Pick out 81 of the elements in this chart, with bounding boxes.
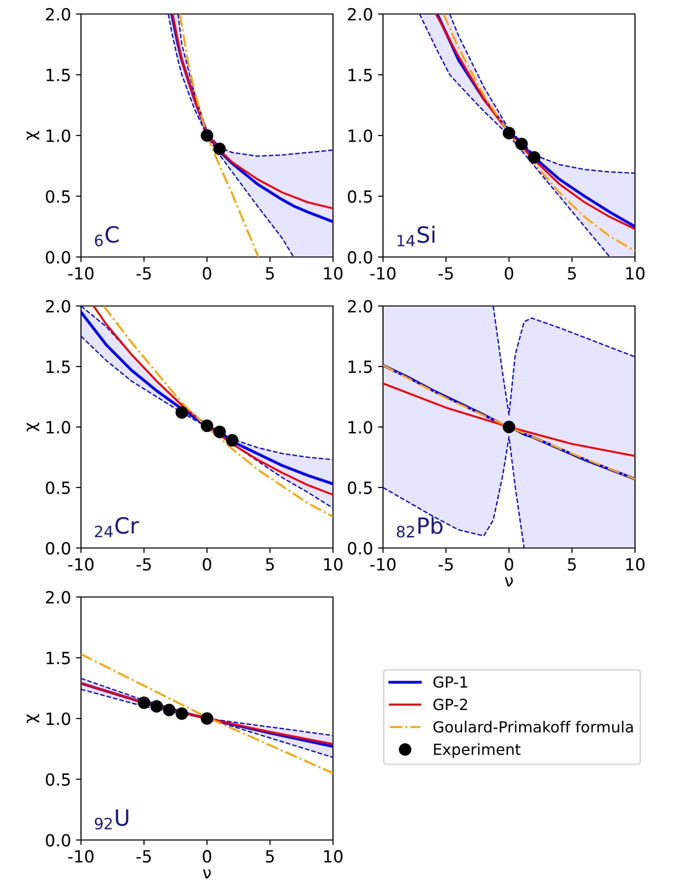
y-tick-label: 2.0 bbox=[46, 300, 70, 313]
line-series bbox=[81, 653, 333, 774]
point bbox=[226, 434, 238, 447]
y-tick-label: 0.0 bbox=[348, 542, 372, 555]
legend-label: Experiment bbox=[434, 743, 521, 758]
x-tick-label: -10 bbox=[68, 267, 94, 280]
point bbox=[213, 426, 226, 438]
y-tick-label: 0.5 bbox=[348, 481, 372, 494]
y-tick-label: 0.0 bbox=[46, 250, 70, 264]
line-series bbox=[383, 382, 635, 458]
point bbox=[200, 712, 214, 725]
annotation: $_{82}$Pb bbox=[396, 516, 443, 538]
point bbox=[200, 420, 214, 432]
y-tick-label: 1.5 bbox=[348, 360, 372, 374]
point bbox=[162, 704, 176, 716]
x-tick-label: 0 bbox=[202, 558, 212, 571]
x-tick-label: -10 bbox=[370, 267, 396, 280]
y-tick-label: 1.0 bbox=[46, 420, 70, 434]
line-series bbox=[178, 14, 260, 257]
point bbox=[528, 151, 540, 164]
legend-label: GP-1 bbox=[433, 676, 468, 688]
y-tick-label: 1.0 bbox=[348, 420, 372, 434]
y-tick-label: 0.5 bbox=[46, 481, 70, 494]
point bbox=[502, 126, 516, 140]
line-series bbox=[492, 306, 635, 416]
annotation: $_{92}$U bbox=[94, 809, 128, 830]
y-tick-label: 2.0 bbox=[348, 8, 372, 21]
x-tick-label: -5 bbox=[136, 267, 151, 280]
y-tick-label: 1.0 bbox=[46, 129, 70, 142]
x-tick-label: 10 bbox=[626, 558, 644, 571]
y-tick-label: 1.5 bbox=[46, 652, 70, 664]
x-tick-label: 5 bbox=[266, 558, 274, 571]
x-axis-title: ν bbox=[202, 869, 211, 879]
x-tick-label: 0 bbox=[202, 850, 212, 863]
x-tick-label: 10 bbox=[626, 267, 644, 280]
x-tick-label: -10 bbox=[68, 850, 94, 863]
y-tick-label: 2.0 bbox=[348, 300, 372, 313]
y-tick-label: 2.0 bbox=[46, 8, 70, 21]
x-tick-label: 10 bbox=[324, 267, 342, 280]
y-axis-title: χ bbox=[26, 131, 40, 140]
y-axis-title: χ bbox=[26, 422, 40, 432]
x-tick-label: -5 bbox=[438, 267, 453, 280]
x-tick-label: 5 bbox=[266, 850, 274, 863]
point bbox=[515, 138, 528, 150]
x-tick-label: 5 bbox=[568, 267, 576, 280]
x-tick-label: -10 bbox=[370, 558, 396, 571]
annotation: $_{24}$Cr bbox=[94, 517, 139, 538]
y-tick-label: 1.0 bbox=[46, 712, 70, 726]
x-tick-label: 0 bbox=[504, 558, 514, 571]
y-tick-label: 0.0 bbox=[46, 542, 70, 555]
x-tick-label: -10 bbox=[68, 558, 94, 571]
annotation: $_{6}$C bbox=[94, 226, 119, 246]
x-axis-title: ν bbox=[504, 577, 513, 587]
y-tick-label: 1.5 bbox=[348, 68, 372, 82]
point bbox=[176, 406, 188, 419]
y-tick-label: 0.5 bbox=[348, 190, 372, 203]
point bbox=[150, 700, 163, 713]
y-tick-label: 2.0 bbox=[46, 590, 70, 604]
x-tick-label: -5 bbox=[438, 558, 453, 571]
x-tick-label: 10 bbox=[324, 558, 342, 571]
x-tick-label: 5 bbox=[266, 267, 274, 280]
x-tick-label: 10 bbox=[324, 850, 342, 863]
x-tick-label: 0 bbox=[202, 267, 212, 280]
y-tick-label: 0.5 bbox=[46, 190, 70, 203]
x-tick-label: -5 bbox=[136, 558, 151, 571]
x-tick-label: 5 bbox=[568, 558, 576, 571]
x-tick-label: 0 bbox=[504, 267, 514, 280]
y-axis-title: χ bbox=[26, 714, 40, 723]
y-tick-label: 0.0 bbox=[348, 250, 372, 264]
point bbox=[176, 707, 188, 720]
legend-label: Goulard-Primakoff formula bbox=[433, 720, 633, 733]
line-series bbox=[383, 436, 525, 548]
y-tick-label: 1.0 bbox=[348, 129, 372, 142]
legend-label: GP-2 bbox=[433, 698, 468, 710]
annotation: $_{14}$Si bbox=[398, 226, 434, 246]
y-tick-label: 0.0 bbox=[46, 834, 70, 847]
y-tick-label: 0.5 bbox=[46, 773, 70, 786]
y-tick-label: 1.5 bbox=[46, 360, 70, 374]
point bbox=[138, 696, 150, 709]
y-tick-label: 1.5 bbox=[46, 68, 70, 82]
x-tick-label: -5 bbox=[136, 850, 151, 863]
